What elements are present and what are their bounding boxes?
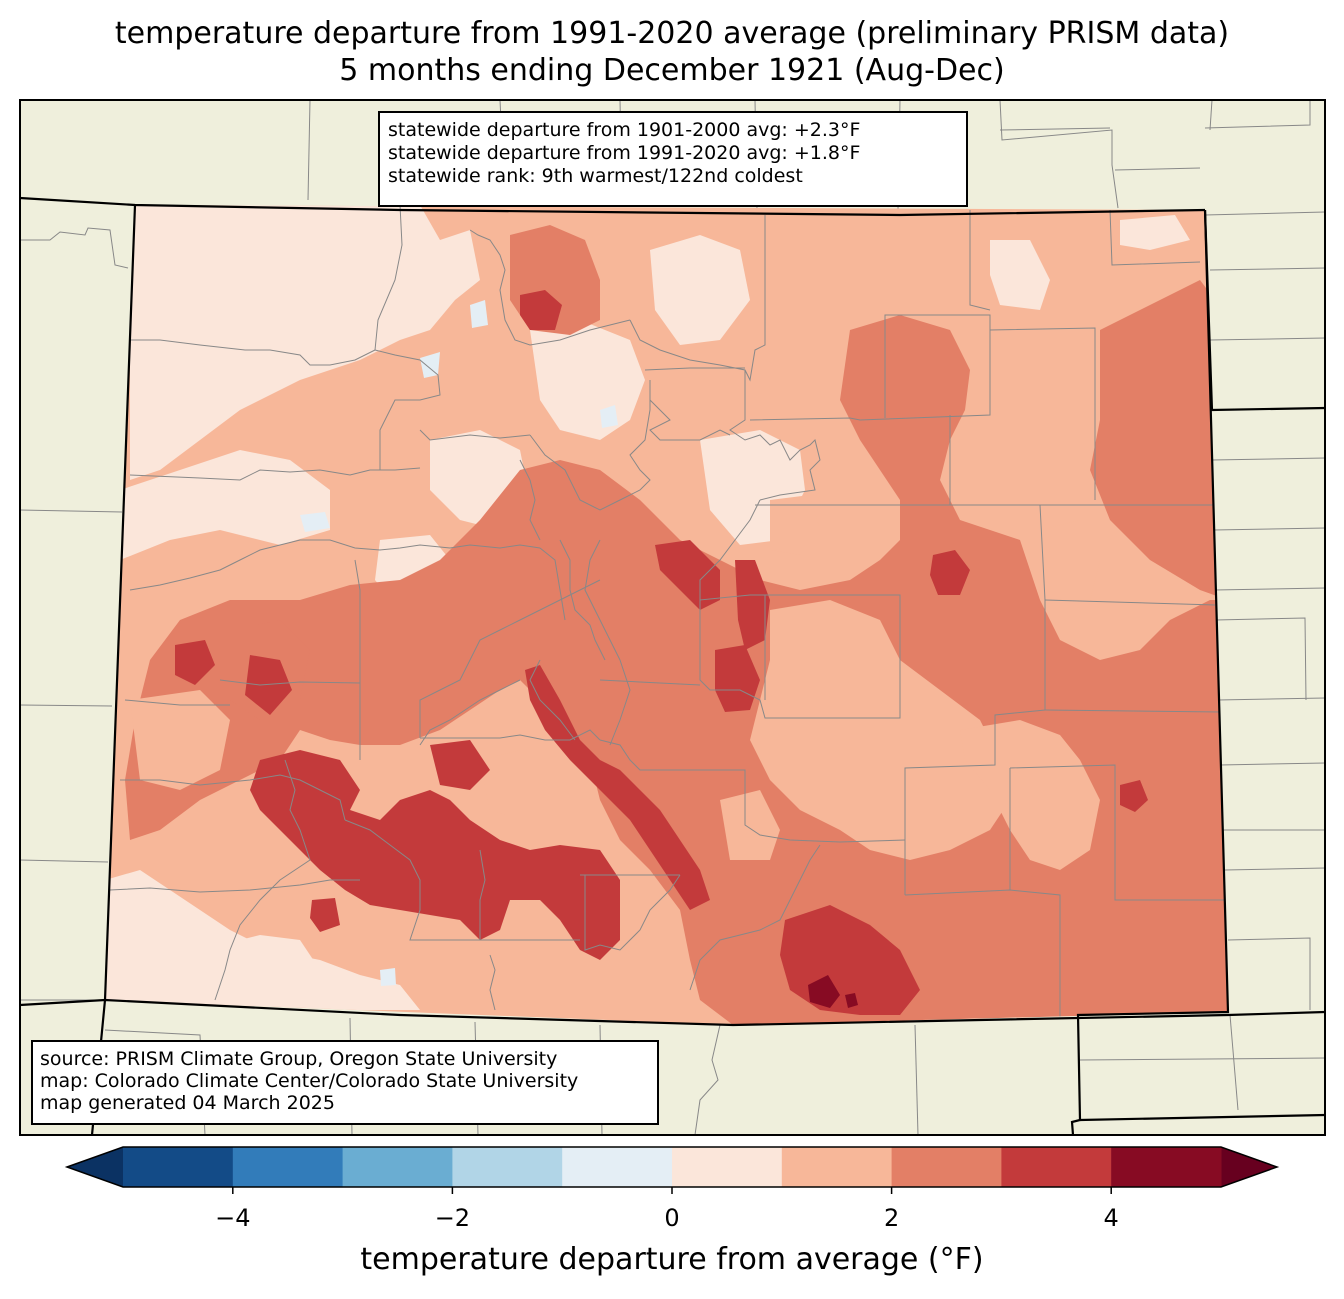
colorbar-tick-label: 0 [664,1204,680,1232]
colorbar-bin-5 [672,1147,783,1187]
colorbar [64,1146,1280,1194]
source-line: source: PRISM Climate Group, Oregon Stat… [40,1048,558,1070]
colorbar-under-arrow [67,1147,123,1187]
colorbar-bin-0 [123,1147,234,1187]
colorbar-bin-2 [342,1147,453,1187]
colorbar-bin-4 [562,1147,673,1187]
stats-departure-1901-2000: statewide departure from 1901-2000 avg: … [388,119,861,141]
colorbar-bin-3 [452,1147,563,1187]
map-border [19,99,1326,1136]
colorbar-tick-label: 2 [883,1204,900,1232]
stats-rank: statewide rank: 9th warmest/122nd coldes… [388,165,803,187]
map-title-line1: temperature departure from 1991-2020 ave… [114,16,1230,51]
colorbar-outline [64,1146,1280,1188]
generated-date-line: map generated 04 March 2025 [40,1092,335,1114]
statewide-stats-box: statewide departure from 1901-2000 avg: … [378,111,968,207]
colorbar-tick-label: −4 [215,1204,251,1232]
source-box: source: PRISM Climate Group, Oregon Stat… [31,1040,659,1125]
colorbar-label: temperature departure from average (°F) [360,1242,984,1277]
colorbar-bin-1 [232,1147,344,1187]
map-title-line2: 5 months ending December 1921 (Aug-Dec) [339,53,1005,88]
colorbar-over-arrow [1221,1147,1277,1187]
map-credit-line: map: Colorado Climate Center/Colorado St… [40,1070,579,1092]
stats-departure-1991-2020: statewide departure from 1991-2020 avg: … [388,142,861,164]
colorbar-bin-6 [781,1147,893,1187]
colorbar-bin-7 [891,1147,1002,1187]
colorbar-tick-label: −2 [434,1204,471,1232]
colorbar-bin-9 [1111,1147,1222,1187]
colorbar-tick-label: 4 [1103,1204,1119,1232]
colorbar-bin-8 [1001,1147,1112,1187]
temperature-field [105,205,1228,1025]
